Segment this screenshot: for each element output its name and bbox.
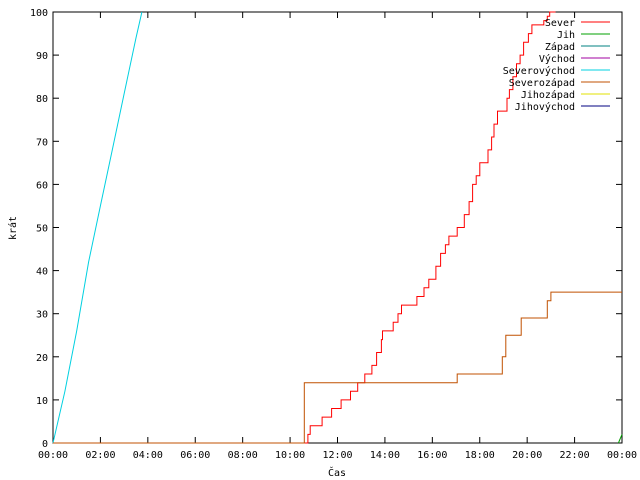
y-tick-label: 40	[36, 267, 48, 278]
y-tick-label: 60	[36, 180, 48, 191]
y-tick-label: 80	[36, 94, 48, 105]
x-tick-label: 12:00	[322, 450, 352, 461]
x-tick-label: 20:00	[512, 450, 542, 461]
x-tick-label: 08:00	[228, 450, 258, 461]
x-tick-label: 16:00	[417, 450, 447, 461]
x-ticks: 00:00 02:00 04:00 06:00 08:00 10:00 12:00 14:00…	[38, 12, 637, 461]
legend-label: Severovýchod	[503, 65, 575, 77]
series-line-severovýchod	[52, 11, 143, 444]
y-tick-label: 50	[36, 224, 48, 235]
x-tick-label: 18:00	[465, 450, 495, 461]
y-tick-label: 0	[42, 439, 48, 450]
x-tick-label: 00:00	[607, 450, 637, 461]
series-line-severozápad	[53, 291, 622, 444]
y-tick-label: 10	[36, 396, 48, 407]
series-line-jih	[617, 434, 623, 444]
x-tick-label: 04:00	[133, 450, 163, 461]
x-axis-label: Čas	[328, 466, 346, 479]
x-tick-label: 02:00	[85, 450, 115, 461]
legend-label: Západ	[545, 41, 575, 53]
series-lines	[52, 11, 623, 444]
y-tick-label: 90	[36, 51, 48, 62]
x-tick-label: 22:00	[560, 450, 590, 461]
y-tick-label: 70	[36, 137, 48, 148]
y-tick-label: 30	[36, 310, 48, 321]
legend-label: Východ	[539, 53, 575, 65]
y-ticks: 0 10 20 30 40 50 60 70 80 90 100	[30, 8, 622, 450]
y-tick-label: 20	[36, 353, 48, 364]
series-line-sever	[53, 11, 556, 444]
legend-label: Jih	[557, 30, 575, 41]
y-axis-label: krát	[7, 216, 19, 240]
legend-label: Jihovýchod	[515, 101, 575, 113]
legend-label: Severozápad	[509, 77, 575, 89]
x-tick-label: 10:00	[275, 450, 305, 461]
legend-label: Sever	[545, 18, 575, 29]
x-tick-label: 14:00	[370, 450, 400, 461]
x-tick-label: 06:00	[180, 450, 210, 461]
legend-label: Jihozápad	[521, 89, 575, 101]
x-tick-label: 00:00	[38, 450, 68, 461]
legend: SeverJihZápadVýchodSeverovýchodSeverozáp…	[503, 18, 610, 113]
y-tick-label: 100	[30, 8, 48, 19]
